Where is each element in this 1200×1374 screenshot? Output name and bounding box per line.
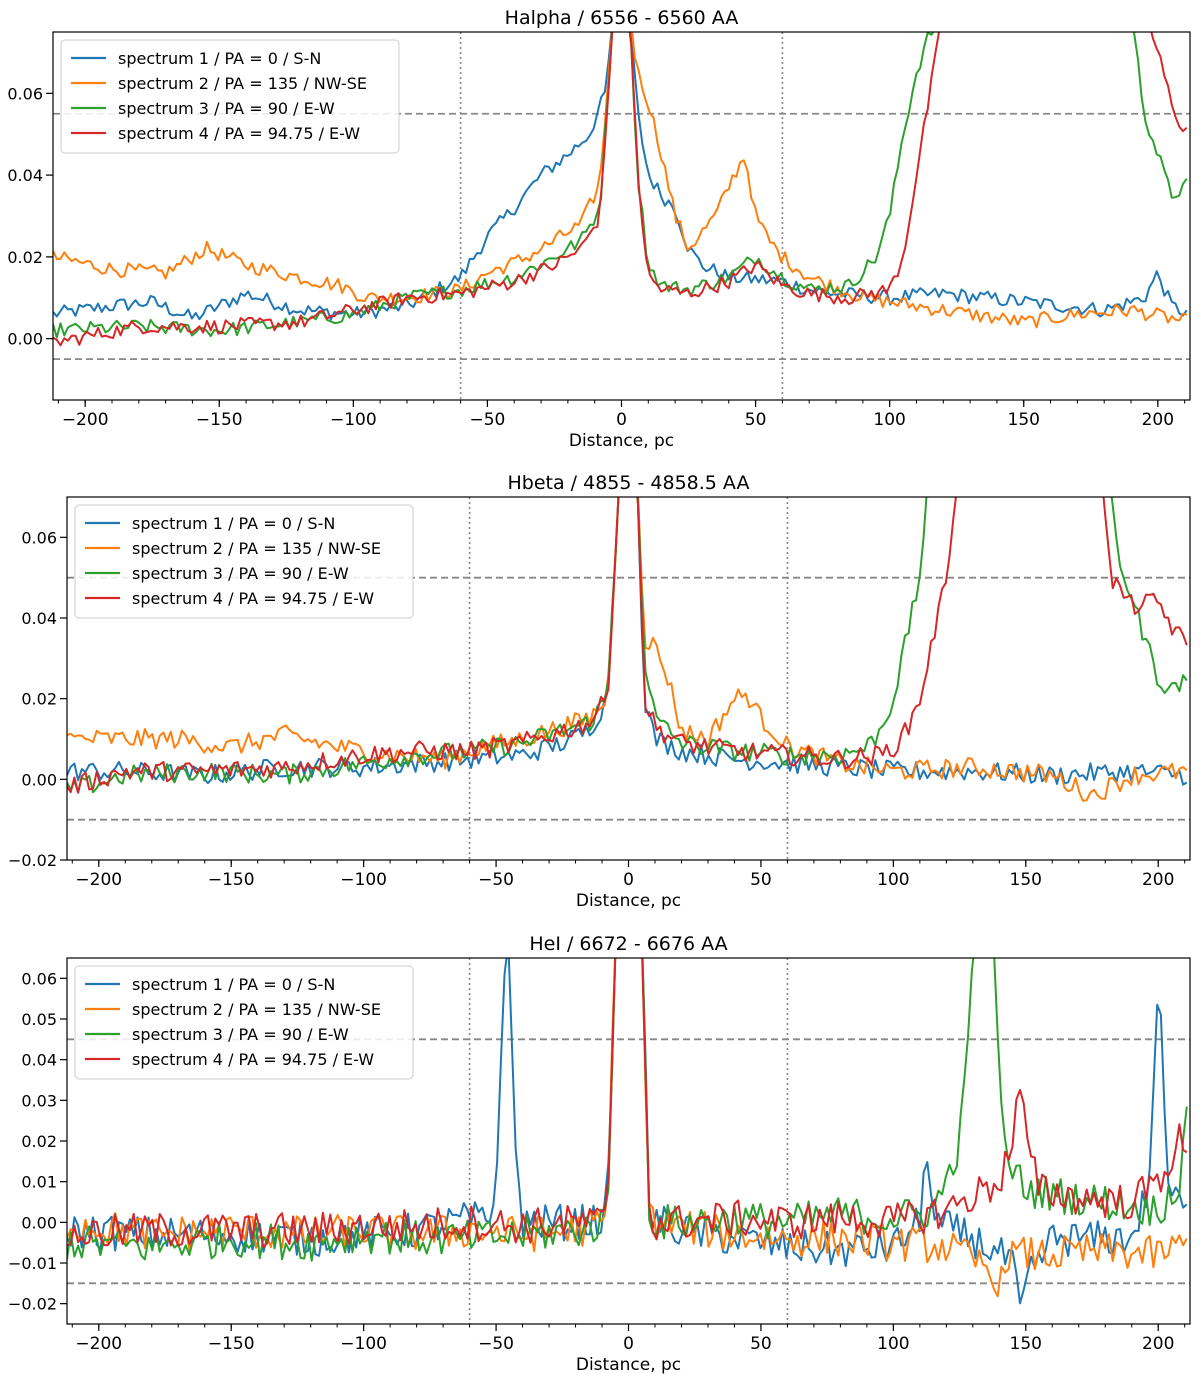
y-tick-label: −0.02 <box>8 851 57 870</box>
x-tick-label: 50 <box>745 410 767 430</box>
legend-label: spectrum 3 / PA = 90 / E-W <box>132 1025 349 1044</box>
x-tick-label: 50 <box>750 1334 772 1354</box>
y-tick-label: 0.00 <box>21 1213 57 1232</box>
legend-label: spectrum 2 / PA = 135 / NW-SE <box>118 74 367 93</box>
y-tick-label: 0.02 <box>7 248 43 267</box>
x-tick-label: 100 <box>877 870 909 890</box>
chart-title: HeI / 6672 - 6676 AA <box>529 933 727 955</box>
series-line-2 <box>53 32 1188 329</box>
series-line-1 <box>67 497 1188 786</box>
y-tick-label: 0.04 <box>21 1051 57 1070</box>
x-tick-label: 0 <box>623 870 634 890</box>
x-tick-label: −150 <box>196 410 243 430</box>
x-tick-label: 100 <box>873 410 905 430</box>
legend-label: spectrum 2 / PA = 135 / NW-SE <box>132 539 381 558</box>
y-tick-label: 0.06 <box>21 528 57 547</box>
series-line-3 <box>53 32 1188 339</box>
x-tick-label: −200 <box>75 870 122 890</box>
x-tick-label: 150 <box>1010 870 1042 890</box>
x-tick-label: 50 <box>750 870 772 890</box>
legend-box <box>60 39 400 154</box>
y-tick-label: 0.02 <box>21 690 57 709</box>
chart-panel-2: Hbeta / 4855 - 4858.5 AA −200 −150 −100 −50 0… <box>8 472 1191 911</box>
legend-box <box>74 965 414 1080</box>
series-line-1 <box>53 32 1188 321</box>
legend: spectrum 1 / PA = 0 / S-N spectrum 2 / PA… <box>74 504 414 619</box>
legend-label: spectrum 4 / PA = 94.75 / E-W <box>118 124 360 143</box>
legend-label: spectrum 1 / PA = 0 / S-N <box>132 975 335 994</box>
series-line-4 <box>53 32 1188 347</box>
legend-label: spectrum 3 / PA = 90 / E-W <box>132 564 349 583</box>
series-line-1 <box>67 958 1188 1305</box>
x-tick-label: −100 <box>340 1334 387 1354</box>
chart-panel-3: HeI / 6672 - 6676 AA −200 −150 −100 −50 0 50 10… <box>8 933 1191 1374</box>
x-tick-label: 200 <box>1142 1334 1174 1354</box>
legend-label: spectrum 1 / PA = 0 / S-N <box>118 49 321 68</box>
x-tick-label: −50 <box>478 870 514 890</box>
x-axis-label: Distance, pc <box>576 891 681 911</box>
y-tick-label: −0.01 <box>8 1254 57 1273</box>
y-tick-label: 0.04 <box>21 609 57 628</box>
x-tick-label: 200 <box>1142 410 1174 430</box>
x-tick-label: 0 <box>616 410 627 430</box>
chart-panel-1: Halpha / 6556 - 6560 AA −200 −150 −100 −50 0 5… <box>7 7 1191 451</box>
y-tick-label: 0.05 <box>21 1010 57 1029</box>
series-line-4 <box>67 497 1188 794</box>
y-tick-label: 0.02 <box>21 1132 57 1151</box>
x-tick-label: 200 <box>1142 870 1174 890</box>
y-tick-label: 0.06 <box>21 969 57 988</box>
x-tick-label: −200 <box>62 410 109 430</box>
legend-label: spectrum 2 / PA = 135 / NW-SE <box>132 1000 381 1019</box>
legend-box <box>74 504 414 619</box>
series-line-2 <box>67 497 1188 802</box>
x-tick-label: −150 <box>208 870 255 890</box>
y-tick-label: 0.06 <box>7 84 43 103</box>
x-tick-label: 0 <box>623 1334 634 1354</box>
y-tick-label: 0.00 <box>21 770 57 789</box>
legend-label: spectrum 3 / PA = 90 / E-W <box>118 99 335 118</box>
x-tick-label: −200 <box>75 1334 122 1354</box>
chart-title: Halpha / 6556 - 6560 AA <box>505 7 739 29</box>
legend-label: spectrum 4 / PA = 94.75 / E-W <box>132 1050 374 1069</box>
x-tick-label: 150 <box>1010 1334 1042 1354</box>
x-axis-label: Distance, pc <box>576 1355 681 1374</box>
y-tick-label: 0.01 <box>21 1173 57 1192</box>
series-line-3 <box>67 958 1188 1262</box>
x-tick-label: 100 <box>877 1334 909 1354</box>
legend-label: spectrum 4 / PA = 94.75 / E-W <box>132 589 374 608</box>
legend: spectrum 1 / PA = 0 / S-N spectrum 2 / PA… <box>74 965 414 1080</box>
x-tick-label: −50 <box>469 410 505 430</box>
x-tick-label: −150 <box>208 1334 255 1354</box>
y-tick-label: −0.02 <box>8 1295 57 1314</box>
x-tick-label: 150 <box>1008 410 1040 430</box>
series-line-4 <box>67 958 1188 1249</box>
legend-label: spectrum 1 / PA = 0 / S-N <box>132 514 335 533</box>
y-tick-label: 0.04 <box>7 166 43 185</box>
chart-title: Hbeta / 4855 - 4858.5 AA <box>508 472 750 494</box>
y-tick-label: 0.00 <box>7 330 43 349</box>
x-tick-label: −100 <box>330 410 377 430</box>
x-axis-label: Distance, pc <box>569 431 674 451</box>
x-tick-label: −100 <box>340 870 387 890</box>
legend: spectrum 1 / PA = 0 / S-N spectrum 2 / PA… <box>60 39 400 154</box>
y-tick-label: 0.03 <box>21 1091 57 1110</box>
x-tick-label: −50 <box>478 1334 514 1354</box>
